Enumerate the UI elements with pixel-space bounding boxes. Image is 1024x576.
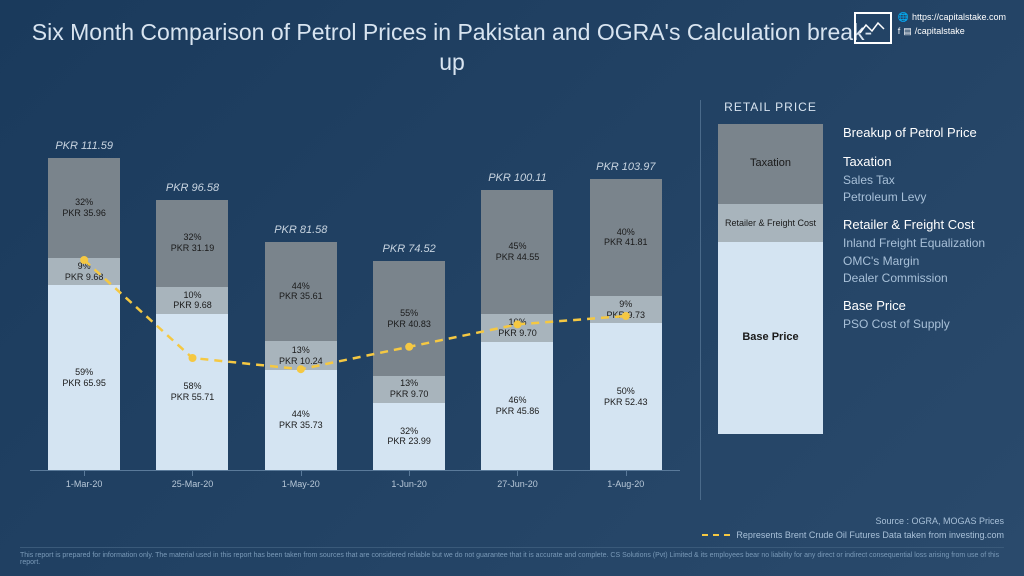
brent-note: Represents Brent Crude Oil Futures Data …	[736, 530, 1004, 540]
breakup-section-title: Retailer & Freight Cost	[843, 216, 1003, 235]
legend-area: RETAIL PRICE TaxationRetailer & Freight …	[718, 100, 1008, 434]
retail-legend-bar: TaxationRetailer & Freight CostBase Pric…	[718, 124, 823, 434]
logo-block: 🌐https://capitalstake.com f▤/capitalstak…	[854, 12, 1006, 44]
breakup-text: Breakup of Petrol Price TaxationSales Tax…	[843, 124, 1003, 334]
bar-group: PKR 100.11 46%PKR 45.8610%PKR 9.7045%PKR …	[481, 172, 553, 470]
bar-group: PKR 74.52 32%PKR 23.9913%PKR 9.7055%PKR 4…	[373, 243, 445, 470]
twitter-icon: ▤	[903, 26, 912, 38]
bar-total-label: PKR 74.52	[383, 243, 436, 255]
bar-segment-base: 44%PKR 35.73	[265, 370, 337, 470]
x-tick: 1-Aug-20	[590, 471, 662, 500]
bar-segment-taxation: 32%PKR 35.96	[48, 158, 120, 259]
chart-area: PKR 111.5959%PKR 65.959%PKR 9.6832%PKR 3…	[30, 100, 680, 500]
disclaimer-text: This report is prepared for information …	[20, 547, 1004, 566]
breakup-item: Petroleum Levy	[843, 189, 1003, 206]
breakup-section-title: Base Price	[843, 297, 1003, 316]
logo-url: https://capitalstake.com	[912, 12, 1006, 24]
breakup-item: OMC's Margin	[843, 253, 1003, 270]
page-title: Six Month Comparison of Petrol Prices in…	[30, 18, 874, 78]
brent-legend: Represents Brent Crude Oil Futures Data …	[702, 530, 1004, 540]
bar-container: PKR 111.5959%PKR 65.959%PKR 9.6832%PKR 3…	[30, 120, 680, 470]
bar-total-label: PKR 96.58	[166, 182, 219, 194]
bar-stack: 32%PKR 23.9913%PKR 9.7055%PKR 40.83	[373, 261, 445, 470]
bar-segment-taxation: 45%PKR 44.55	[481, 190, 553, 315]
bar-segment-taxation: 55%PKR 40.83	[373, 261, 445, 375]
breakup-item: Dealer Commission	[843, 270, 1003, 287]
vertical-divider	[700, 100, 701, 500]
x-tick: 1-May-20	[265, 471, 337, 500]
bar-group: PKR 103.97 50%PKR 52.439%PKR 9.7340%PKR 4…	[590, 161, 662, 470]
breakup-heading: Breakup of Petrol Price	[843, 124, 1003, 143]
bar-group: PKR 96.58 58%PKR 55.7110%PKR 9.6832%PKR 3…	[156, 182, 228, 470]
bar-segment-base: 50%PKR 52.43	[590, 323, 662, 470]
facebook-icon: f	[898, 26, 901, 38]
bar-stack: 46%PKR 45.8610%PKR 9.7045%PKR 44.55	[481, 190, 553, 470]
x-tick: 1-Mar-20	[48, 471, 120, 500]
capitalstake-logo-icon	[854, 12, 892, 44]
bar-total-label: PKR 111.59	[55, 140, 113, 152]
bar-stack: 59%PKR 65.959%PKR 9.6832%PKR 35.96	[48, 158, 120, 470]
retail-price-title: RETAIL PRICE	[718, 100, 823, 114]
bar-group: PKR 111.59 59%PKR 65.959%PKR 9.6832%PKR 3…	[48, 140, 120, 470]
bar-stack: 50%PKR 52.439%PKR 9.7340%PKR 41.81	[590, 179, 662, 470]
retail-segment: Taxation	[718, 124, 823, 204]
bar-segment-taxation: 40%PKR 41.81	[590, 179, 662, 296]
source-text: Source : OGRA, MOGAS Prices	[875, 516, 1004, 526]
bar-segment-taxation: 32%PKR 31.19	[156, 200, 228, 287]
breakup-item: Inland Freight Equalization	[843, 235, 1003, 252]
bar-stack: 44%PKR 35.7313%PKR 10.2444%PKR 35.61	[265, 242, 337, 470]
bar-total-label: PKR 103.97	[596, 161, 655, 173]
brent-dash-icon	[702, 534, 730, 536]
logo-text: 🌐https://capitalstake.com f▤/capitalstak…	[898, 12, 1006, 37]
globe-icon: 🌐	[898, 12, 909, 24]
x-tick: 1-Jun-20	[373, 471, 445, 500]
logo-social: /capitalstake	[915, 26, 965, 38]
bar-segment-retailer: 10%PKR 9.68	[156, 287, 228, 314]
bar-segment-retailer: 13%PKR 10.24	[265, 341, 337, 370]
x-tick: 27-Jun-20	[481, 471, 553, 500]
bar-segment-retailer: 13%PKR 9.70	[373, 376, 445, 403]
header: Six Month Comparison of Petrol Prices in…	[30, 18, 874, 78]
x-axis: 1-Mar-20 25-Mar-20 1-May-20 1-Jun-20 27-Jun-…	[30, 470, 680, 500]
bar-segment-base: 46%PKR 45.86	[481, 342, 553, 470]
bar-segment-retailer: 9%PKR 9.68	[48, 258, 120, 285]
bar-segment-base: 32%PKR 23.99	[373, 403, 445, 470]
x-tick: 25-Mar-20	[156, 471, 228, 500]
bar-segment-retailer: 9%PKR 9.73	[590, 296, 662, 323]
bar-segment-taxation: 44%PKR 35.61	[265, 242, 337, 342]
bar-total-label: PKR 81.58	[274, 224, 327, 236]
breakup-item: Sales Tax	[843, 172, 1003, 189]
retail-segment: Base Price	[718, 242, 823, 434]
retail-segment: Retailer & Freight Cost	[718, 204, 823, 242]
breakup-section-title: Taxation	[843, 153, 1003, 172]
bar-segment-base: 58%PKR 55.71	[156, 314, 228, 470]
bar-total-label: PKR 100.11	[488, 172, 547, 184]
bar-group: PKR 81.58 44%PKR 35.7313%PKR 10.2444%PKR …	[265, 224, 337, 470]
bar-segment-base: 59%PKR 65.95	[48, 285, 120, 470]
breakup-item: PSO Cost of Supply	[843, 316, 1003, 333]
bar-stack: 58%PKR 55.7110%PKR 9.6832%PKR 31.19	[156, 200, 228, 470]
bar-segment-retailer: 10%PKR 9.70	[481, 314, 553, 341]
